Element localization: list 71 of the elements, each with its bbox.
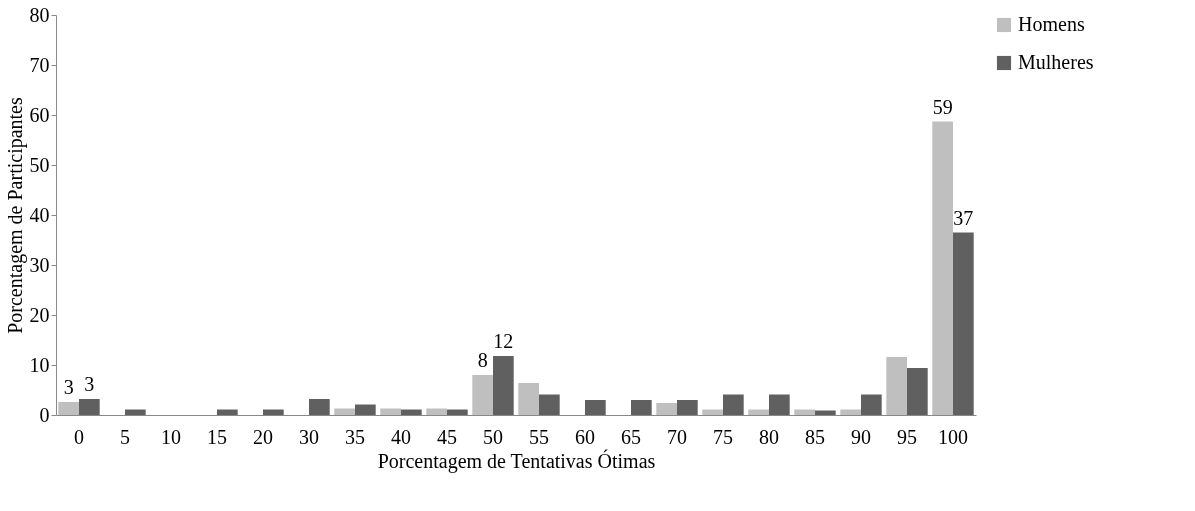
x-tick-label: 75 <box>713 425 733 448</box>
bar <box>493 356 514 415</box>
bar <box>748 409 769 415</box>
bar <box>426 408 447 415</box>
y-tick-label: 80 <box>29 3 50 26</box>
legend-label: Homens <box>1018 13 1085 35</box>
x-tick-label: 55 <box>529 425 549 448</box>
y-axis-title: Porcentagem de Participantes <box>3 97 27 334</box>
bar <box>794 409 815 415</box>
data-label: 37 <box>953 206 974 229</box>
x-tick-label: 10 <box>161 425 181 448</box>
bar <box>334 408 355 415</box>
bar <box>58 402 79 415</box>
bar <box>815 410 836 415</box>
data-label: 8 <box>477 349 488 371</box>
bar <box>380 408 401 415</box>
bar <box>79 399 100 415</box>
x-tick-label: 95 <box>897 425 917 448</box>
bar <box>401 409 422 415</box>
y-tick-label: 50 <box>29 153 50 176</box>
x-tick-label: 100 <box>938 425 968 448</box>
bar <box>539 394 560 415</box>
bar <box>656 403 677 415</box>
y-tick-label: 60 <box>29 103 50 126</box>
bar <box>953 232 974 415</box>
data-label: 3 <box>63 376 74 398</box>
bar <box>125 409 146 415</box>
bar <box>309 399 330 415</box>
x-tick-label: 80 <box>759 425 779 448</box>
bar <box>677 400 698 415</box>
bar <box>702 409 723 415</box>
bar <box>355 404 376 415</box>
x-axis-title: Porcentagem de Tentativas Ótimas <box>377 448 656 473</box>
bar <box>861 394 882 415</box>
y-tick-label: 30 <box>29 253 50 276</box>
bar <box>518 383 539 415</box>
bar <box>932 121 953 415</box>
y-tick-label: 20 <box>29 303 50 326</box>
x-tick-label: 15 <box>207 425 227 448</box>
x-tick-label: 60 <box>575 425 595 448</box>
bar <box>769 394 790 415</box>
x-tick-label: 0 <box>74 425 84 448</box>
bar <box>263 409 284 415</box>
y-tick-label: 0 <box>39 403 50 426</box>
x-tick-label: 30 <box>299 425 319 448</box>
y-tick-label: 70 <box>29 53 50 76</box>
x-tick-label: 20 <box>253 425 273 448</box>
bar <box>886 357 907 415</box>
x-tick-label: 85 <box>805 425 825 448</box>
x-tick-label: 65 <box>621 425 641 448</box>
data-label: 3 <box>84 373 95 395</box>
bar <box>585 400 606 415</box>
y-tick-label: 40 <box>29 203 50 226</box>
x-tick-label: 70 <box>667 425 687 448</box>
y-tick-label: 10 <box>29 353 50 376</box>
bar <box>723 394 744 415</box>
legend-label: Mulheres <box>1018 51 1094 73</box>
data-label: 12 <box>493 330 514 352</box>
x-tick-label: 45 <box>437 425 457 448</box>
x-tick-label: 50 <box>483 425 503 448</box>
x-tick-label: 40 <box>391 425 411 448</box>
bar <box>472 375 493 415</box>
bar <box>907 368 928 415</box>
bar <box>840 409 861 415</box>
x-tick-label: 5 <box>120 425 130 448</box>
x-tick-label: 35 <box>345 425 365 448</box>
bar <box>447 409 468 415</box>
x-tick-label: 90 <box>851 425 871 448</box>
bar <box>631 400 652 415</box>
bar <box>217 409 238 415</box>
data-label: 59 <box>932 95 953 118</box>
